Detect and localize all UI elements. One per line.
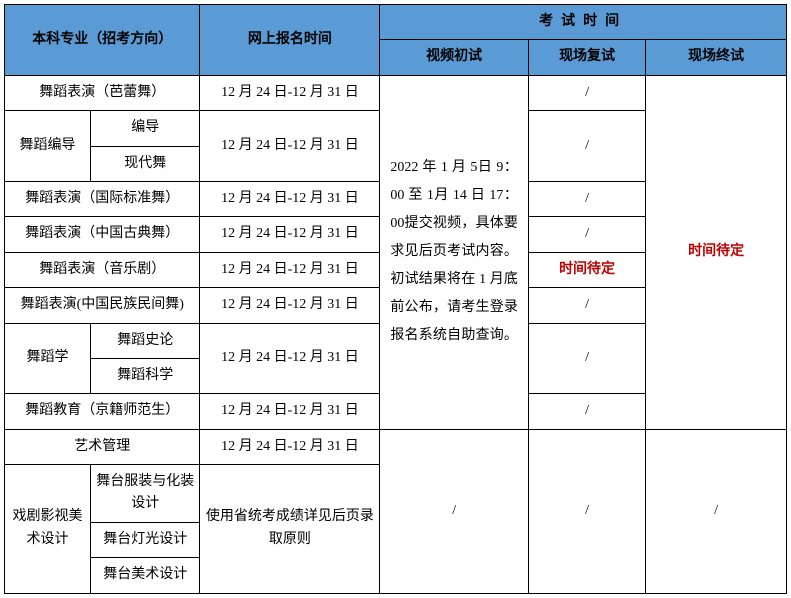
regdate-cell: 12 月 24 日-12 月 31 日 — [200, 111, 380, 182]
regdate-cell: 12 月 24 日-12 月 31 日 — [200, 181, 380, 216]
major-intl-standard: 舞蹈表演（国际标准舞） — [5, 181, 200, 216]
header-video-prelim: 视频初试 — [380, 40, 529, 75]
rexam-slash: / — [528, 75, 645, 110]
rexam-slash: / — [528, 181, 645, 216]
major-folk: 舞蹈表演(中国民族民间舞) — [5, 288, 200, 323]
regdate-cell: 12 月 24 日-12 月 31 日 — [200, 394, 380, 429]
rexam-slash: / — [528, 323, 645, 394]
video-prelim-info: 2022 年 1 月 5日 9：00 至 1月 14 日 17：00提交视频，具… — [380, 75, 529, 429]
provincial-exam-info: 使用省统考成绩详见后页录取原则 — [200, 465, 380, 594]
final-tbd: 时间待定 — [646, 75, 787, 429]
major-choreography: 舞蹈编导 — [5, 111, 91, 182]
final-slash: / — [646, 429, 787, 593]
major-arts-management: 艺术管理 — [5, 429, 200, 464]
major-direction: 编导 — [91, 111, 200, 146]
major-musical: 舞蹈表演（音乐剧） — [5, 252, 200, 287]
regdate-cell: 12 月 24 日-12 月 31 日 — [200, 288, 380, 323]
header-onsite-final: 现场终试 — [646, 40, 787, 75]
header-examtime: 考试时间 — [380, 5, 787, 40]
header-onsite-rexam: 现场复试 — [528, 40, 645, 75]
video-slash: / — [380, 429, 529, 593]
major-drama-film: 戏剧影视美术设计 — [5, 465, 91, 594]
major-modern: 现代舞 — [91, 146, 200, 181]
rexam-slash: / — [528, 288, 645, 323]
rexam-slash: / — [528, 429, 645, 593]
header-major: 本科专业（招考方向） — [5, 5, 200, 76]
major-ballet: 舞蹈表演（芭蕾舞） — [5, 75, 200, 110]
major-costume: 舞台服装与化装设计 — [91, 465, 200, 523]
regdate-cell: 12 月 24 日-12 月 31 日 — [200, 323, 380, 394]
rexam-slash: / — [528, 111, 645, 182]
rexam-tbd: 时间待定 — [528, 252, 645, 287]
major-stage-art: 舞台美术设计 — [91, 558, 200, 593]
major-lighting: 舞台灯光设计 — [91, 522, 200, 557]
major-education: 舞蹈教育（京籍师范生） — [5, 394, 200, 429]
major-history: 舞蹈史论 — [91, 323, 200, 358]
regdate-cell: 12 月 24 日-12 月 31 日 — [200, 429, 380, 464]
rexam-slash: / — [528, 394, 645, 429]
regdate-cell: 12 月 24 日-12 月 31 日 — [200, 217, 380, 252]
major-dance-studies: 舞蹈学 — [5, 323, 91, 394]
header-registration: 网上报名时间 — [200, 5, 380, 76]
regdate-cell: 12 月 24 日-12 月 31 日 — [200, 75, 380, 110]
schedule-table: 本科专业（招考方向） 网上报名时间 考试时间 视频初试 现场复试 现场终试 舞蹈… — [4, 4, 787, 594]
rexam-slash: / — [528, 217, 645, 252]
major-science: 舞蹈科学 — [91, 358, 200, 393]
regdate-cell: 12 月 24 日-12 月 31 日 — [200, 252, 380, 287]
major-classical: 舞蹈表演（中国古典舞） — [5, 217, 200, 252]
